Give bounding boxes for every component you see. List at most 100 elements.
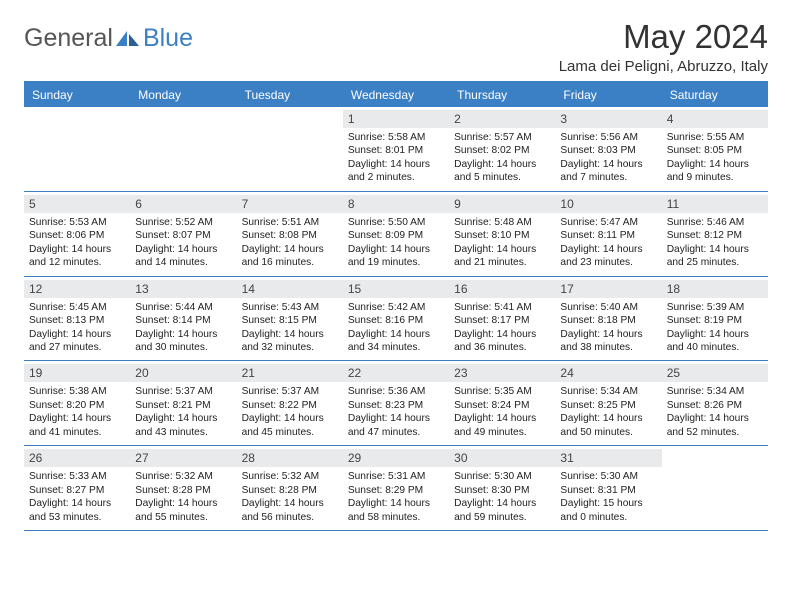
calendar-page: General Blue May 2024 Lama dei Peligni, …: [0, 0, 792, 549]
day-cell: 12 Sunrise: 5:45 AMSunset: 8:13 PMDayligh…: [24, 277, 130, 361]
weekday-header: Wednesday: [343, 83, 449, 107]
day-info: Sunrise: 5:44 AMSunset: 8:14 PMDaylight:…: [135, 301, 231, 355]
day-cell: 1 Sunrise: 5:58 AMSunset: 8:01 PMDaylight…: [343, 107, 449, 191]
day-number: 30: [449, 449, 555, 467]
weekday-header: Thursday: [449, 83, 555, 107]
day-info: Sunrise: 5:32 AMSunset: 8:28 PMDaylight:…: [135, 470, 231, 524]
day-info: Sunrise: 5:36 AMSunset: 8:23 PMDaylight:…: [348, 385, 444, 439]
day-number: 6: [130, 195, 236, 213]
day-cell: 2Sunrise: 5:57 AMSunset: 8:02 PMDaylight…: [449, 107, 555, 191]
day-info: Sunrise: 5:46 AMSunset: 8:12 PMDaylight:…: [667, 216, 763, 270]
day-info: Sunrise: 5:52 AMSunset: 8:07 PMDaylight:…: [135, 216, 231, 270]
day-cell: [237, 107, 343, 191]
day-info: Sunrise: 5:30 AMSunset: 8:31 PMDaylight:…: [560, 470, 656, 524]
day-info: Sunrise: 5:34 AMSunset: 8:25 PMDaylight:…: [560, 385, 656, 439]
weeks-container: 1 Sunrise: 5:58 AMSunset: 8:01 PMDaylight…: [24, 107, 768, 531]
day-number: 18: [662, 280, 768, 298]
header: General Blue May 2024 Lama dei Peligni, …: [24, 18, 768, 75]
day-number: 2: [449, 110, 555, 128]
day-number: 19: [24, 364, 130, 382]
day-number: 1: [343, 110, 449, 128]
day-number: 12: [24, 280, 130, 298]
day-cell: 30 Sunrise: 5:30 AMSunset: 8:30 PMDayligh…: [449, 446, 555, 530]
day-info: Sunrise: 5:53 AMSunset: 8:06 PMDaylight:…: [29, 216, 125, 270]
day-number: 20: [130, 364, 236, 382]
day-cell: 26 Sunrise: 5:33 AMSunset: 8:27 PMDayligh…: [24, 446, 130, 530]
day-number: 28: [237, 449, 343, 467]
day-info: Sunrise: 5:45 AMSunset: 8:13 PMDaylight:…: [29, 301, 125, 355]
day-info: Sunrise: 5:35 AMSunset: 8:24 PMDaylight:…: [454, 385, 550, 439]
day-cell: 7Sunrise: 5:51 AMSunset: 8:08 PMDaylight…: [237, 192, 343, 276]
day-number: 26: [24, 449, 130, 467]
day-cell: 4 Sunrise: 5:55 AMSunset: 8:05 PMDaylight…: [662, 107, 768, 191]
day-info: Sunrise: 5:37 AMSunset: 8:21 PMDaylight:…: [135, 385, 231, 439]
day-cell: 8 Sunrise: 5:50 AMSunset: 8:09 PMDaylight…: [343, 192, 449, 276]
day-number: 13: [130, 280, 236, 298]
day-info: Sunrise: 5:47 AMSunset: 8:11 PMDaylight:…: [560, 216, 656, 270]
day-number: 4: [662, 110, 768, 128]
day-info: Sunrise: 5:30 AMSunset: 8:30 PMDaylight:…: [454, 470, 550, 524]
day-cell: 15Sunrise: 5:42 AMSunset: 8:16 PMDayligh…: [343, 277, 449, 361]
day-cell: 18 Sunrise: 5:39 AMSunset: 8:19 PMDayligh…: [662, 277, 768, 361]
day-info: Sunrise: 5:50 AMSunset: 8:09 PMDaylight:…: [348, 216, 444, 270]
week-row: 5 Sunrise: 5:53 AMSunset: 8:06 PMDaylight…: [24, 192, 768, 277]
day-info: Sunrise: 5:32 AMSunset: 8:28 PMDaylight:…: [242, 470, 338, 524]
logo-sail-icon: [115, 30, 141, 48]
day-number: 27: [130, 449, 236, 467]
day-info: Sunrise: 5:33 AMSunset: 8:27 PMDaylight:…: [29, 470, 125, 524]
day-info: Sunrise: 5:42 AMSunset: 8:16 PMDaylight:…: [348, 301, 444, 355]
day-number: 7: [237, 195, 343, 213]
day-info: Sunrise: 5:58 AMSunset: 8:01 PMDaylight:…: [348, 131, 444, 185]
brand-part1: General: [24, 24, 113, 53]
day-info: Sunrise: 5:34 AMSunset: 8:26 PMDaylight:…: [667, 385, 763, 439]
day-info: Sunrise: 5:38 AMSunset: 8:20 PMDaylight:…: [29, 385, 125, 439]
week-row: 26 Sunrise: 5:33 AMSunset: 8:27 PMDayligh…: [24, 446, 768, 531]
day-number: 3: [555, 110, 661, 128]
weekday-header-row: SundayMondayTuesdayWednesdayThursdayFrid…: [24, 83, 768, 107]
day-number: 16: [449, 280, 555, 298]
day-cell: 28 Sunrise: 5:32 AMSunset: 8:28 PMDayligh…: [237, 446, 343, 530]
day-number: 11: [662, 195, 768, 213]
day-cell: 3 Sunrise: 5:56 AMSunset: 8:03 PMDaylight…: [555, 107, 661, 191]
day-cell: 14 Sunrise: 5:43 AMSunset: 8:15 PMDayligh…: [237, 277, 343, 361]
day-info: Sunrise: 5:41 AMSunset: 8:17 PMDaylight:…: [454, 301, 550, 355]
day-cell: 16 Sunrise: 5:41 AMSunset: 8:17 PMDayligh…: [449, 277, 555, 361]
title-block: May 2024 Lama dei Peligni, Abruzzo, Ital…: [559, 18, 768, 75]
day-number: 29: [343, 449, 449, 467]
day-number: 14: [237, 280, 343, 298]
day-info: Sunrise: 5:31 AMSunset: 8:29 PMDaylight:…: [348, 470, 444, 524]
day-info: Sunrise: 5:56 AMSunset: 8:03 PMDaylight:…: [560, 131, 656, 185]
day-cell: 24Sunrise: 5:34 AMSunset: 8:25 PMDayligh…: [555, 361, 661, 445]
day-number: 21: [237, 364, 343, 382]
week-row: 19 Sunrise: 5:38 AMSunset: 8:20 PMDayligh…: [24, 361, 768, 446]
day-info: Sunrise: 5:39 AMSunset: 8:19 PMDaylight:…: [667, 301, 763, 355]
brand-logo: General Blue: [24, 24, 193, 53]
day-cell: 23 Sunrise: 5:35 AMSunset: 8:24 PMDayligh…: [449, 361, 555, 445]
day-cell: 20 Sunrise: 5:37 AMSunset: 8:21 PMDayligh…: [130, 361, 236, 445]
day-cell: 27 Sunrise: 5:32 AMSunset: 8:28 PMDayligh…: [130, 446, 236, 530]
day-info: Sunrise: 5:43 AMSunset: 8:15 PMDaylight:…: [242, 301, 338, 355]
day-cell: 25Sunrise: 5:34 AMSunset: 8:26 PMDayligh…: [662, 361, 768, 445]
weekday-header: Saturday: [662, 83, 768, 107]
day-info: Sunrise: 5:37 AMSunset: 8:22 PMDaylight:…: [242, 385, 338, 439]
day-number: 23: [449, 364, 555, 382]
weekday-header: Friday: [555, 83, 661, 107]
day-cell: 21 Sunrise: 5:37 AMSunset: 8:22 PMDayligh…: [237, 361, 343, 445]
day-cell: 19 Sunrise: 5:38 AMSunset: 8:20 PMDayligh…: [24, 361, 130, 445]
month-title: May 2024: [559, 18, 768, 56]
weekday-header: Sunday: [24, 83, 130, 107]
week-row: 1 Sunrise: 5:58 AMSunset: 8:01 PMDaylight…: [24, 107, 768, 192]
day-info: Sunrise: 5:40 AMSunset: 8:18 PMDaylight:…: [560, 301, 656, 355]
calendar-grid: SundayMondayTuesdayWednesdayThursdayFrid…: [24, 81, 768, 531]
day-number: 22: [343, 364, 449, 382]
day-cell: 10Sunrise: 5:47 AMSunset: 8:11 PMDayligh…: [555, 192, 661, 276]
day-number: 5: [24, 195, 130, 213]
day-number: 31: [555, 449, 661, 467]
brand-part2: Blue: [143, 24, 193, 53]
day-cell: [24, 107, 130, 191]
day-number: 8: [343, 195, 449, 213]
day-cell: 31 Sunrise: 5:30 AMSunset: 8:31 PMDayligh…: [555, 446, 661, 530]
location: Lama dei Peligni, Abruzzo, Italy: [559, 58, 768, 75]
day-info: Sunrise: 5:55 AMSunset: 8:05 PMDaylight:…: [667, 131, 763, 185]
day-cell: 11 Sunrise: 5:46 AMSunset: 8:12 PMDayligh…: [662, 192, 768, 276]
